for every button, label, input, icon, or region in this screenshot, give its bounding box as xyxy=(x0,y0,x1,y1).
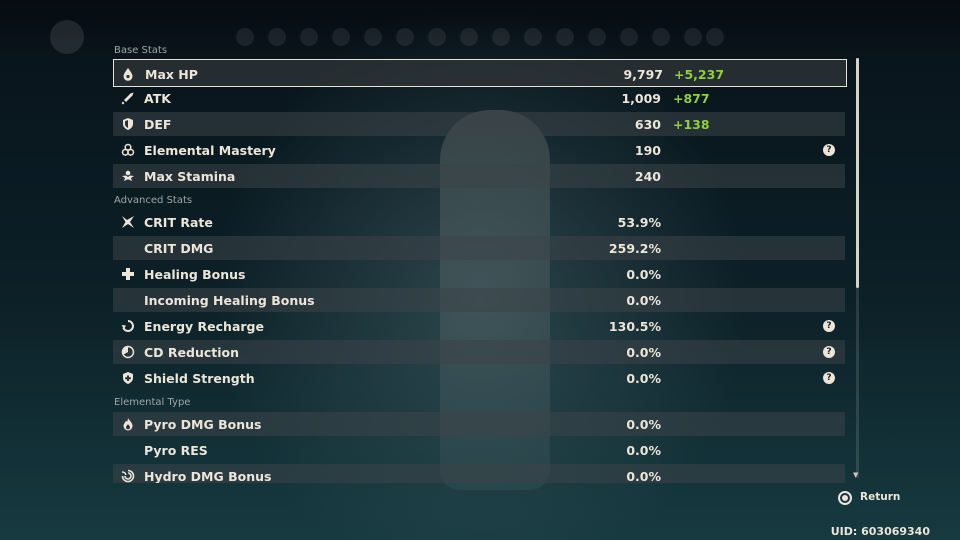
stat-row-cd-reduction[interactable]: CD Reduction 0.0% ? xyxy=(113,340,845,364)
stat-row-incoming-healing-bonus[interactable]: Incoming Healing Bonus 0.0% xyxy=(113,288,845,312)
stats-scrollbar[interactable] xyxy=(856,58,859,478)
help-icon[interactable]: ? xyxy=(823,144,835,156)
background-icon xyxy=(706,28,724,46)
stat-label: Elemental Mastery xyxy=(144,143,276,158)
help-icon[interactable]: ? xyxy=(823,346,835,358)
scrollbar-thumb[interactable] xyxy=(856,58,859,288)
stat-value: 0.0% xyxy=(626,267,661,282)
stat-value: 0.0% xyxy=(626,345,661,360)
stat-label: Max HP xyxy=(145,67,198,82)
stat-row-pyro-res[interactable]: Pyro RES 0.0% xyxy=(113,438,845,462)
section-title-advanced-stats: Advanced Stats xyxy=(114,195,193,206)
hydro-icon xyxy=(121,469,135,483)
background-icon xyxy=(652,28,670,46)
stat-row-pyro-dmg-bonus[interactable]: Pyro DMG Bonus 0.0% xyxy=(113,412,845,436)
stat-value: 240 xyxy=(634,169,661,184)
background-icon xyxy=(556,28,574,46)
background-icon xyxy=(620,28,638,46)
player-uid: UID: 603069340 xyxy=(830,525,930,538)
background-icon xyxy=(684,28,702,46)
stat-value: 259.2% xyxy=(608,241,661,256)
stat-label: Hydro DMG Bonus xyxy=(144,469,272,483)
background-icon xyxy=(332,28,350,46)
stat-value: 0.0% xyxy=(626,469,661,483)
background-icon xyxy=(524,28,542,46)
stat-row-def[interactable]: DEF 630 +138 xyxy=(113,112,845,136)
stat-row-shield-strength[interactable]: Shield Strength 0.0% ? xyxy=(113,366,845,390)
stat-label: DEF xyxy=(144,117,172,132)
stat-value: 130.5% xyxy=(608,319,661,334)
stat-row-crit-rate[interactable]: CRIT Rate 53.9% xyxy=(113,210,845,234)
stat-value: 0.0% xyxy=(626,443,661,458)
stat-label: Pyro DMG Bonus xyxy=(144,417,262,432)
background-icon xyxy=(236,28,254,46)
stat-row-energy-recharge[interactable]: Energy Recharge 130.5% ? xyxy=(113,314,845,338)
stat-row-crit-dmg[interactable]: CRIT DMG 259.2% xyxy=(113,236,845,260)
stats-panel: Base Stats Max HP 9,797 +5,237 ATK 1,009… xyxy=(113,43,847,483)
shield-icon xyxy=(121,117,135,131)
scroll-down-arrow-icon[interactable]: ▼ xyxy=(853,471,859,479)
stat-label: CD Reduction xyxy=(144,345,240,360)
stat-row-hydro-dmg-bonus[interactable]: Hydro DMG Bonus 0.0% xyxy=(113,464,845,483)
sword-icon xyxy=(121,91,135,105)
healing-cross-icon xyxy=(121,267,135,281)
background-icon xyxy=(364,28,382,46)
cd-reduction-icon xyxy=(121,345,135,359)
stat-label: Shield Strength xyxy=(144,371,255,386)
stat-value: 0.0% xyxy=(626,293,661,308)
stat-label: Max Stamina xyxy=(144,169,236,184)
stat-label: Pyro RES xyxy=(144,443,208,458)
stat-value: 1,009 xyxy=(621,91,661,106)
help-icon[interactable]: ? xyxy=(823,372,835,384)
stat-row-max-stamina[interactable]: Max Stamina 240 xyxy=(113,164,845,188)
stat-value: 0.0% xyxy=(626,371,661,386)
stat-label: Energy Recharge xyxy=(144,319,264,334)
help-icon[interactable]: ? xyxy=(823,320,835,332)
background-icon xyxy=(460,28,478,46)
pyro-icon xyxy=(121,417,135,431)
stat-label: Incoming Healing Bonus xyxy=(144,293,315,308)
stamina-icon xyxy=(121,169,135,183)
shield-strength-icon xyxy=(121,371,135,385)
stat-row-atk[interactable]: ATK 1,009 +877 xyxy=(113,86,845,110)
stat-value: 9,797 xyxy=(623,67,663,82)
stat-value: 630 xyxy=(634,117,661,132)
background-top-bar xyxy=(0,0,960,60)
stat-label: CRIT Rate xyxy=(144,215,213,230)
background-icon xyxy=(300,28,318,46)
stat-label: Healing Bonus xyxy=(144,267,246,282)
background-icon xyxy=(428,28,446,46)
stat-value: 53.9% xyxy=(617,215,661,230)
elemental-mastery-icon xyxy=(121,143,135,157)
stat-value: 0.0% xyxy=(626,417,661,432)
stat-row-max-hp[interactable]: Max HP 9,797 +5,237 xyxy=(113,59,847,87)
section-title-base-stats: Base Stats xyxy=(114,45,168,56)
stat-label: ATK xyxy=(144,91,171,106)
stat-bonus: +5,237 xyxy=(674,67,725,82)
section-title-elemental-type: Elemental Type xyxy=(114,397,191,408)
background-avatar xyxy=(50,20,84,54)
stat-bonus: +877 xyxy=(673,91,710,106)
return-label: Return xyxy=(860,491,901,503)
stat-row-elemental-mastery[interactable]: Elemental Mastery 190 ? xyxy=(113,138,845,162)
stat-bonus: +138 xyxy=(673,117,710,132)
stat-label: CRIT DMG xyxy=(144,241,214,256)
crit-icon xyxy=(121,215,135,229)
energy-recharge-icon xyxy=(121,319,135,333)
background-icon xyxy=(396,28,414,46)
hp-drop-icon xyxy=(121,67,135,81)
stat-value: 190 xyxy=(634,143,661,158)
controller-circle-button-icon xyxy=(838,491,852,505)
background-icon xyxy=(492,28,510,46)
stat-row-healing-bonus[interactable]: Healing Bonus 0.0% xyxy=(113,262,845,286)
background-icon xyxy=(268,28,286,46)
background-icon xyxy=(588,28,606,46)
